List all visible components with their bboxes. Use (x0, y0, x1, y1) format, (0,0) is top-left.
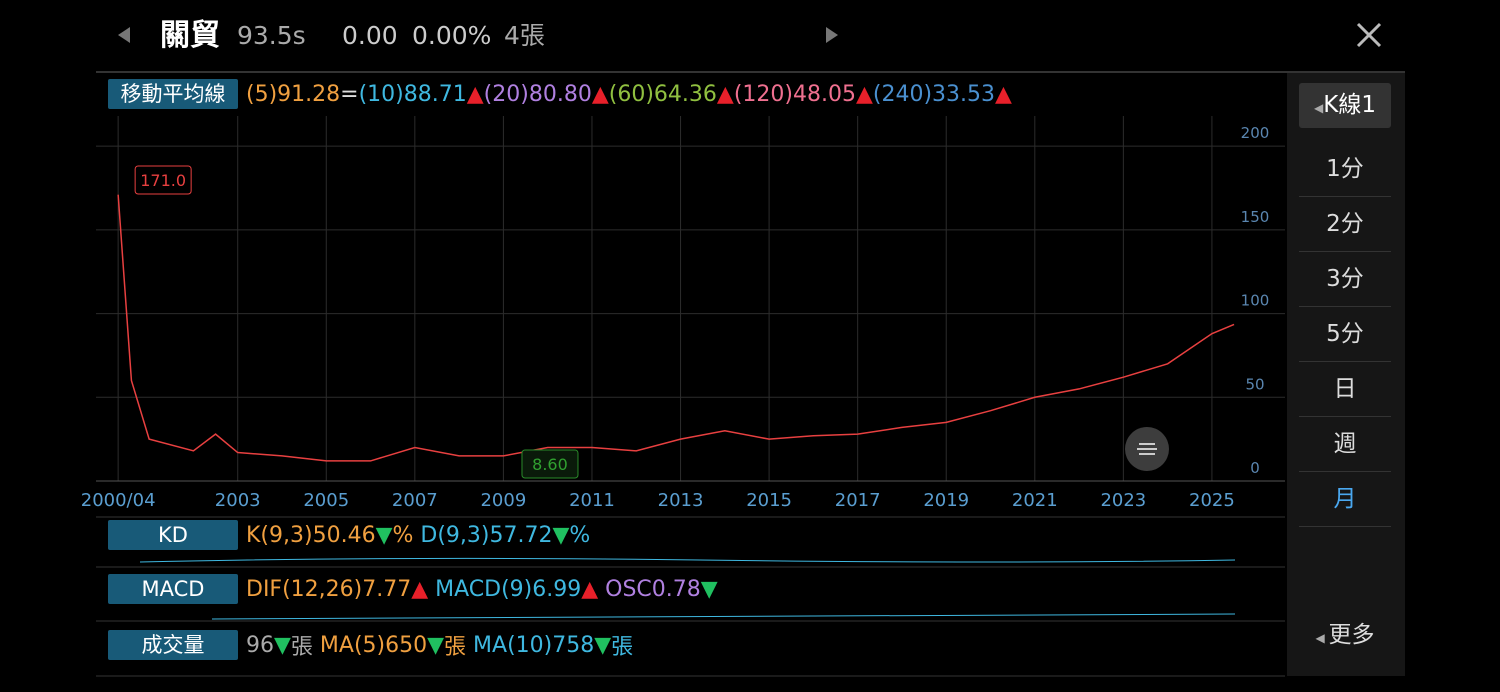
legend-text: (60)64.36 (608, 81, 717, 107)
y-tick-label: 150 (1241, 208, 1270, 226)
x-tick-label: 2003 (215, 490, 261, 511)
legend-text: ▲ (581, 576, 599, 602)
resize-icon (1137, 443, 1157, 455)
legend-text: ▲ (591, 81, 609, 107)
more-arrow: ◀ (1315, 631, 1329, 645)
legend-text: (120)48.05 (733, 81, 856, 107)
change-pct: 0.00% (412, 21, 492, 50)
indicator-legend: 成交量 96 ▼ 張 MA(5)650 ▼ 張 MA(10)758 ▼ 張 (108, 629, 633, 661)
period-tab[interactable]: 日 (1299, 362, 1391, 417)
kd-line (139, 557, 1236, 563)
legend-text: ▲ (411, 576, 429, 602)
x-tick-label: 2025 (1189, 490, 1235, 511)
legend-text: ▼ (552, 522, 570, 548)
macd-line (211, 613, 1236, 620)
legend-text: (20)80.80 (483, 81, 592, 107)
annotation-box (134, 165, 192, 195)
next-arrow[interactable] (826, 27, 838, 43)
period-tab[interactable]: 5分 (1299, 307, 1391, 362)
y-tick-label: 0 (1250, 459, 1260, 477)
period-tab[interactable]: 月 (1299, 472, 1391, 527)
legend-text: ▼ (274, 632, 291, 658)
period-tab[interactable]: 1分 (1299, 142, 1391, 197)
x-tick-label: 2015 (746, 490, 792, 511)
legend-text: ▲ (466, 81, 484, 107)
period-tab[interactable]: 3分 (1299, 252, 1391, 307)
ma-label[interactable]: 移動平均線 (108, 79, 238, 109)
period-arrow: ◀ (1314, 101, 1324, 115)
more-label: 更多 (1328, 622, 1375, 648)
stock-name: 關貿 (160, 18, 220, 53)
x-tick-label: 2017 (835, 490, 881, 511)
legend-text: ▼ (427, 632, 445, 658)
legend-text: ▼ (594, 632, 612, 658)
current-period-label: K線1 (1323, 92, 1376, 118)
ma-legend: 移動平均線 (5)91.28 = (10)88.71 ▲ (20)80.80 ▲ (60)64… (108, 79, 1012, 109)
x-tick-label: 2021 (1012, 490, 1058, 511)
x-tick-label: 2019 (923, 490, 969, 511)
indicator-legend: KD K(9,3)50.46 ▼% D(9,3)57.72 ▼% (108, 520, 590, 550)
legend-text: MA(5)650 (312, 632, 428, 658)
legend-text: ▲ (716, 81, 734, 107)
legend-text: 張 (444, 635, 467, 660)
x-tick-label: 2023 (1100, 490, 1146, 511)
annotation-label: 8.60 (532, 455, 568, 474)
close-button[interactable] (1356, 22, 1382, 48)
legend-text: MA(10)758 (466, 632, 595, 658)
legend-text: 張 (611, 635, 634, 660)
y-tick-label: 50 (1245, 375, 1264, 393)
current-period[interactable]: ◀K線1 (1299, 83, 1391, 128)
legend-text: 張 (290, 635, 313, 660)
legend-text: ▼ (700, 576, 718, 602)
legend-text: OSC0.78 (598, 576, 701, 602)
legend-text: 96 (246, 632, 274, 658)
y-tick-label: 100 (1241, 292, 1270, 310)
legend-text: ▼ (375, 522, 393, 548)
legend-text: ▲ (995, 81, 1012, 107)
legend-text: % (392, 522, 414, 548)
annotation-box (521, 449, 579, 479)
legend-text: (10)88.71 (358, 81, 467, 107)
x-tick-label: 2011 (569, 490, 615, 511)
indicator-label[interactable]: MACD (108, 574, 238, 604)
pane-dividers (96, 516, 1285, 677)
price: 93.5s (237, 21, 306, 50)
legend-text: K(9,3)50.46 (246, 522, 376, 548)
volume: 4張 (504, 21, 545, 50)
side-panel (1287, 73, 1405, 676)
x-tick-label: 2007 (392, 490, 438, 511)
annotation-label: 171.0 (140, 171, 186, 190)
x-tick-label: 2005 (303, 490, 349, 511)
x-tick-label: 2013 (658, 490, 704, 511)
legend-text: ▲ (855, 81, 873, 107)
change: 0.00 (342, 21, 398, 50)
legend-text: = (340, 81, 359, 107)
prev-arrow[interactable] (118, 27, 130, 43)
price-line (117, 194, 1235, 462)
indicator-label[interactable]: 成交量 (108, 630, 238, 660)
legend-text: DIF(12,26)7.77 (246, 576, 412, 602)
legend-text: % (569, 522, 591, 548)
y-tick-label: 200 (1241, 124, 1270, 142)
x-tick-label: 2000/04 (81, 490, 156, 511)
legend-text: D(9,3)57.72 (413, 522, 553, 548)
legend-text: (240)33.53 (872, 81, 996, 107)
more-button[interactable]: ◀ 更多 (1299, 608, 1391, 662)
x-tick-label: 2009 (480, 490, 526, 511)
indicator-label[interactable]: KD (108, 520, 238, 550)
indicator-legend: MACD DIF(12,26)7.77 ▲ MACD(9)6.99 ▲ OSC0.78… (108, 574, 718, 604)
period-tab[interactable]: 週 (1299, 417, 1391, 472)
period-tab[interactable]: 2分 (1299, 197, 1391, 252)
legend-text: (5)91.28 (246, 81, 341, 107)
legend-text: MACD(9)6.99 (428, 576, 582, 602)
